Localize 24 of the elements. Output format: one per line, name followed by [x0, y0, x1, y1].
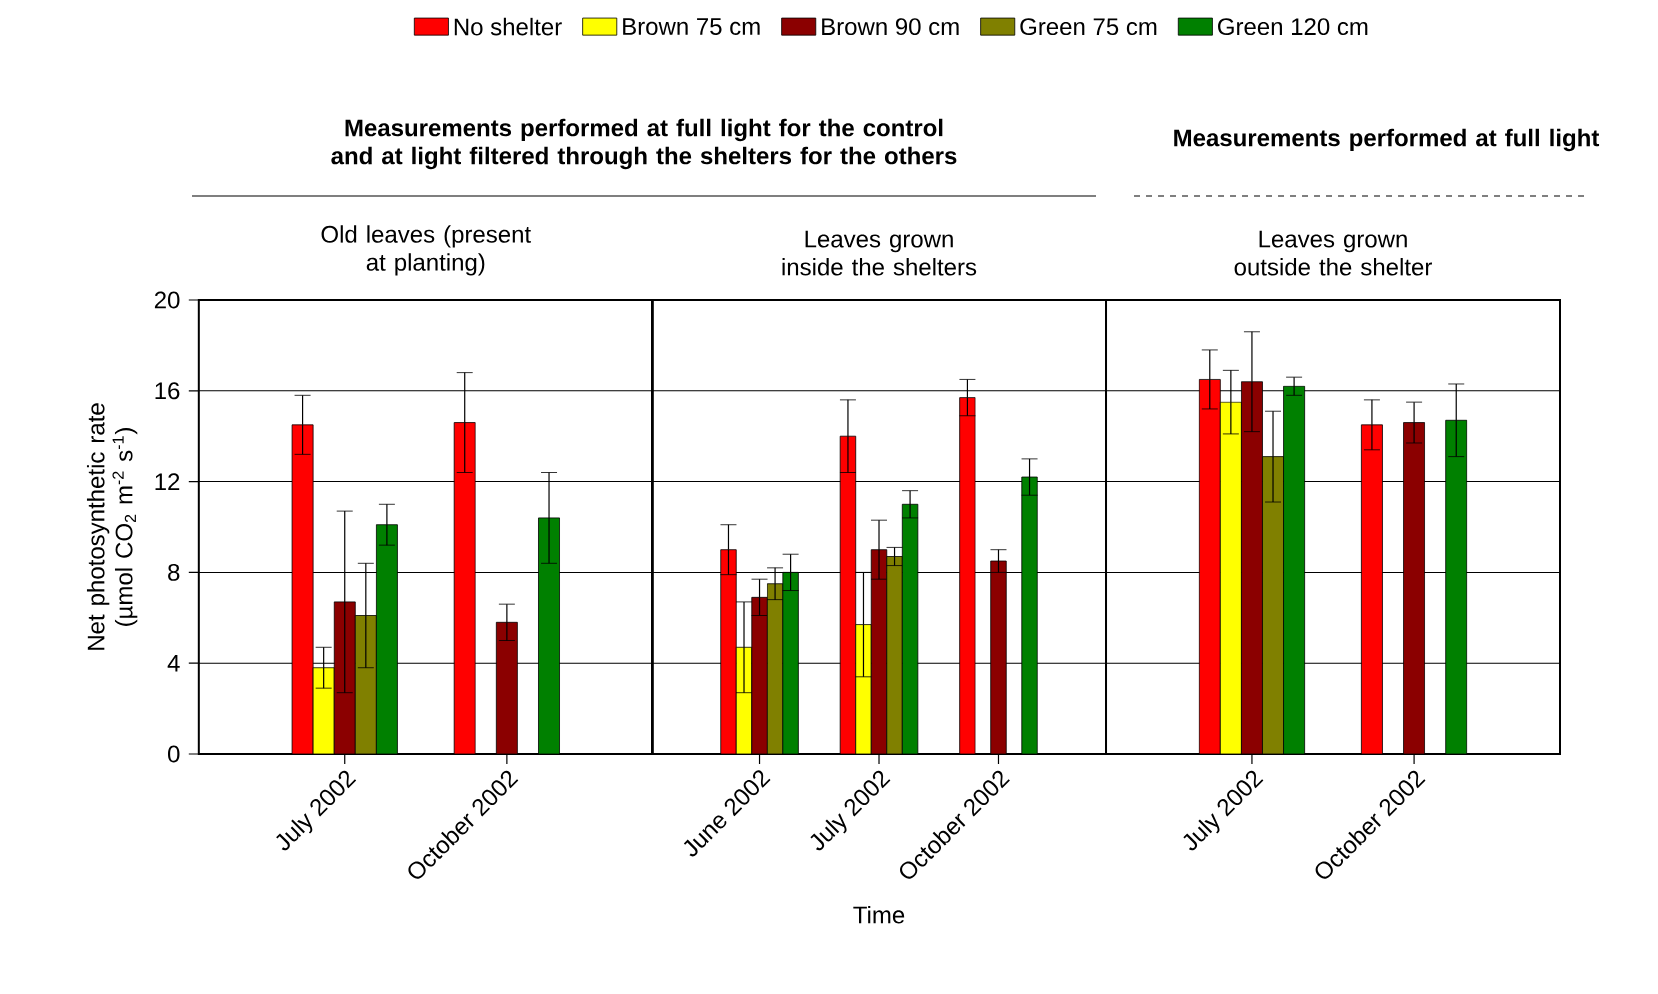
legend-label: No shelter — [454, 17, 562, 36]
text: Measurements performed at full light for the control and at light filtered through the shelters for the others — [331, 118, 957, 170]
chart-title: Old leaves (present at planting) — [321, 225, 531, 276]
y-tick-label: 8 — [168, 563, 180, 581]
bar — [1241, 381, 1263, 754]
y-tick-label: 4 — [167, 654, 180, 672]
bar — [1198, 379, 1221, 754]
legend-label: Green 120 cm — [1218, 18, 1368, 36]
bar — [1360, 424, 1383, 754]
bar — [959, 397, 976, 754]
y-tick-label: 12 — [155, 473, 180, 490]
y-tick-label: 0 — [168, 745, 180, 763]
chart-title: Leaves grown outside the shelter — [1234, 230, 1432, 276]
bar — [720, 549, 737, 754]
x-axis-title: Time — [853, 905, 905, 924]
y-tick-label: 20 — [154, 291, 180, 309]
text: Measurements performed at full light — [1174, 128, 1600, 152]
chart-title: Leaves grown inside the shelters — [782, 230, 977, 276]
legend-label: Brown 75 cm — [623, 18, 760, 35]
bar — [1403, 422, 1426, 754]
legend-label: Brown 90 cm — [822, 18, 959, 36]
bar — [855, 624, 872, 754]
y-tick-label: 16 — [155, 382, 180, 400]
legend-label: Green 75 cm — [1020, 18, 1157, 36]
